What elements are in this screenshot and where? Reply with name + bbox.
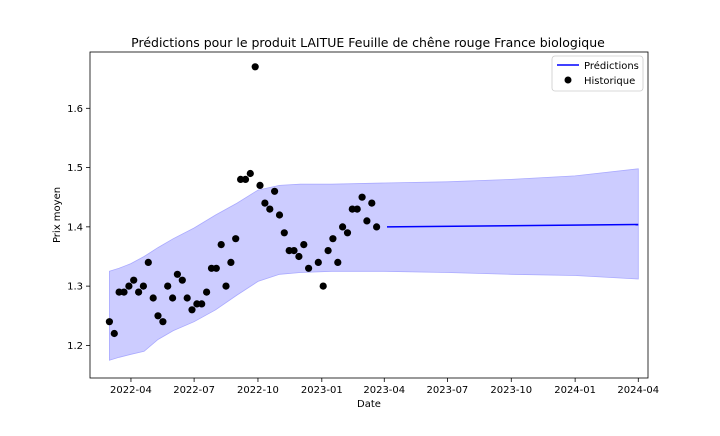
history-point: [144, 258, 152, 266]
history-point: [358, 193, 366, 201]
y-tick-label: 1.5: [67, 163, 83, 174]
y-tick-label: 1.4: [67, 222, 83, 233]
history-point: [324, 247, 332, 255]
history-point: [305, 264, 313, 272]
x-axis-label: Date: [357, 399, 381, 410]
x-tick-label: 2023-01: [301, 385, 343, 396]
history-point: [334, 258, 342, 266]
history-point: [188, 306, 196, 314]
history-point: [198, 300, 206, 308]
legend-prediction-label: Prédictions: [584, 60, 639, 72]
prediction-line-group: [386, 223, 639, 228]
history-point: [295, 252, 303, 261]
history-point: [105, 318, 113, 326]
plot-frame: [89, 51, 649, 379]
y-axis-label: Prix moyen: [52, 187, 63, 243]
history-points: [105, 63, 381, 338]
history-point: [120, 288, 128, 296]
history-point: [280, 229, 288, 237]
history-point: [373, 223, 381, 231]
x-tick-label: 2023-04: [363, 385, 405, 396]
history-point: [178, 276, 186, 284]
history-point: [339, 223, 347, 231]
history-point: [183, 294, 191, 302]
history-point: [232, 235, 240, 243]
history-point: [290, 247, 298, 255]
history-point: [271, 187, 279, 195]
history-point: [203, 288, 211, 296]
history-point: [164, 282, 172, 290]
x-tick-label: 2022-07: [173, 385, 215, 396]
history-point: [314, 258, 322, 266]
history-point: [222, 282, 230, 290]
history-point: [173, 270, 181, 278]
history-point: [329, 235, 337, 243]
prediction-interval-area: [109, 168, 639, 361]
y-tick-label: 1.3: [67, 282, 83, 293]
history-point: [251, 63, 259, 71]
history-point: [246, 169, 254, 178]
legend-history-swatch: [564, 76, 572, 84]
history-point: [149, 294, 157, 302]
y-tick-label: 1.6: [67, 104, 83, 115]
y-axis: 1.2 1.3 1.4 1.5 1.6: [67, 104, 90, 352]
x-tick-label: 2023-10: [490, 385, 532, 396]
history-point: [217, 241, 225, 249]
history-point: [130, 276, 138, 284]
history-point: [256, 181, 264, 189]
history-point: [319, 282, 327, 290]
legend-history-label: Historique: [584, 76, 635, 87]
prediction-interval: [109, 168, 639, 361]
history-point: [125, 282, 133, 290]
history-point: [212, 264, 220, 272]
x-tick-label: 2023-07: [427, 385, 469, 396]
history-point: [241, 175, 250, 183]
history-point: [169, 294, 177, 302]
x-tick-label: 2022-04: [110, 385, 152, 396]
chart-title: Prédictions pour le produit LAITUE Feuil…: [131, 35, 605, 50]
x-tick-label: 2024-04: [617, 385, 659, 396]
history-point: [368, 199, 376, 207]
history-point: [135, 288, 143, 296]
x-tick-label: 2024-01: [554, 385, 596, 396]
y-tick-label: 1.2: [67, 341, 83, 352]
history-point: [227, 258, 235, 266]
prediction-line: [386, 223, 639, 228]
history-point: [139, 282, 147, 290]
history-point: [266, 205, 274, 213]
history-point: [363, 217, 371, 225]
x-tick-label: 2022-10: [237, 385, 279, 396]
history-point: [343, 229, 352, 237]
legend: Prédictions Historique: [551, 55, 644, 92]
history-point: [353, 205, 361, 213]
history-point: [159, 318, 167, 326]
history-point: [300, 241, 308, 249]
history-point: [261, 199, 269, 207]
history-point: [154, 312, 162, 320]
x-axis: 2022-04 2022-07 2022-10 2023-01 2023-04 2023-…: [110, 378, 659, 396]
history-point: [110, 329, 118, 338]
history-point: [275, 211, 284, 219]
